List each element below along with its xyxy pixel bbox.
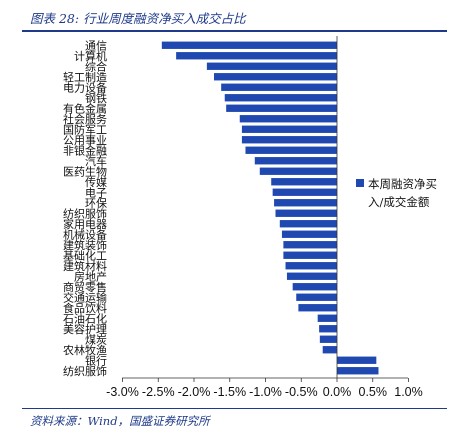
category-label: 轻工制造	[63, 70, 107, 84]
category-label: 交通运输	[63, 290, 107, 304]
category-label: 建筑材料	[63, 259, 107, 273]
category-label: 食品饮料	[63, 301, 107, 315]
bar-25	[298, 304, 337, 312]
bar-19	[283, 241, 338, 249]
category-label: 家用电器	[63, 217, 107, 231]
category-label: 钢铁	[85, 92, 107, 105]
category-label: 汽车	[85, 154, 107, 168]
category-label: 社会服务	[63, 112, 107, 126]
bar-31	[337, 367, 379, 375]
category-label: 电子	[85, 186, 107, 199]
category-label: 商贸零售	[63, 280, 107, 294]
bar-17	[279, 220, 337, 228]
category-label: 煤炭	[85, 333, 107, 346]
bar-0	[161, 41, 337, 49]
bar-24	[296, 293, 337, 301]
bar-5	[224, 94, 337, 102]
category-label: 有色金属	[63, 101, 107, 115]
x-tick-label: -2.0%	[178, 385, 211, 399]
bar-11	[254, 157, 337, 165]
bar-13	[271, 178, 337, 186]
x-tick-label: -1.5%	[213, 385, 246, 399]
bar-8	[241, 125, 337, 133]
bar-7	[239, 115, 337, 123]
category-label: 医药生物	[63, 164, 107, 178]
category-label: 石油石化	[63, 311, 107, 325]
bar-18	[281, 230, 337, 238]
bar-29	[322, 346, 337, 354]
bar-26	[317, 314, 337, 322]
legend-swatch	[356, 179, 364, 187]
category-label: 传媒	[85, 176, 107, 189]
category-label: 综合	[85, 59, 107, 73]
category-label: 房地产	[74, 269, 107, 283]
x-tick-label: 0.0%	[323, 385, 352, 399]
bar-10	[245, 146, 337, 154]
bar-16	[275, 209, 337, 217]
bar-1	[176, 52, 338, 60]
bar-2	[206, 62, 337, 70]
bar-9	[241, 136, 337, 144]
x-tick-label: -1.0%	[249, 385, 282, 399]
source-note: 资料来源：Wind，国盛证券研究所	[30, 414, 210, 428]
x-tick-label: -3.0%	[106, 385, 139, 399]
bar-3	[214, 73, 337, 81]
source-divider	[22, 408, 447, 409]
bar-22	[286, 272, 337, 280]
bar-14	[272, 188, 337, 196]
bar-23	[292, 283, 337, 291]
bar-12	[259, 167, 337, 175]
legend-label: 本周融资净买入/成交金额	[368, 177, 437, 209]
title-divider	[22, 30, 447, 32]
category-label: 电力设备	[63, 80, 107, 94]
x-tick-label: -0.5%	[285, 385, 318, 399]
bar-4	[221, 83, 337, 91]
category-label: 通信	[85, 39, 107, 52]
category-label: 环保	[85, 196, 107, 210]
chart-title: 图表 28: 行业周度融资净买入成交占比	[30, 11, 246, 26]
category-label: 农林牧渔	[63, 343, 107, 357]
bar-21	[285, 262, 337, 270]
category-label: 计算机	[74, 49, 107, 63]
category-label: 银行	[85, 353, 107, 367]
category-label: 非银金融	[63, 143, 107, 157]
x-tick-label: -2.5%	[142, 385, 175, 399]
bar-15	[274, 199, 337, 207]
category-label: 美容护理	[63, 322, 107, 336]
bar-30	[337, 356, 377, 364]
category-label: 纺织服饰	[63, 206, 107, 220]
x-tick-label: 0.5%	[359, 385, 388, 399]
category-label: 纺织服饰	[63, 364, 107, 378]
category-label: 机械设备	[63, 227, 107, 241]
bar-27	[319, 325, 338, 333]
bar-28	[319, 335, 337, 343]
category-label: 基础化工	[63, 248, 107, 262]
category-label: 公用事业	[63, 134, 107, 147]
category-label: 建筑装饰	[63, 238, 107, 252]
x-tick-label: 1.0%	[394, 385, 423, 399]
category-label: 国防军工	[63, 122, 107, 136]
bar-20	[283, 251, 338, 259]
bar-6	[226, 104, 337, 112]
